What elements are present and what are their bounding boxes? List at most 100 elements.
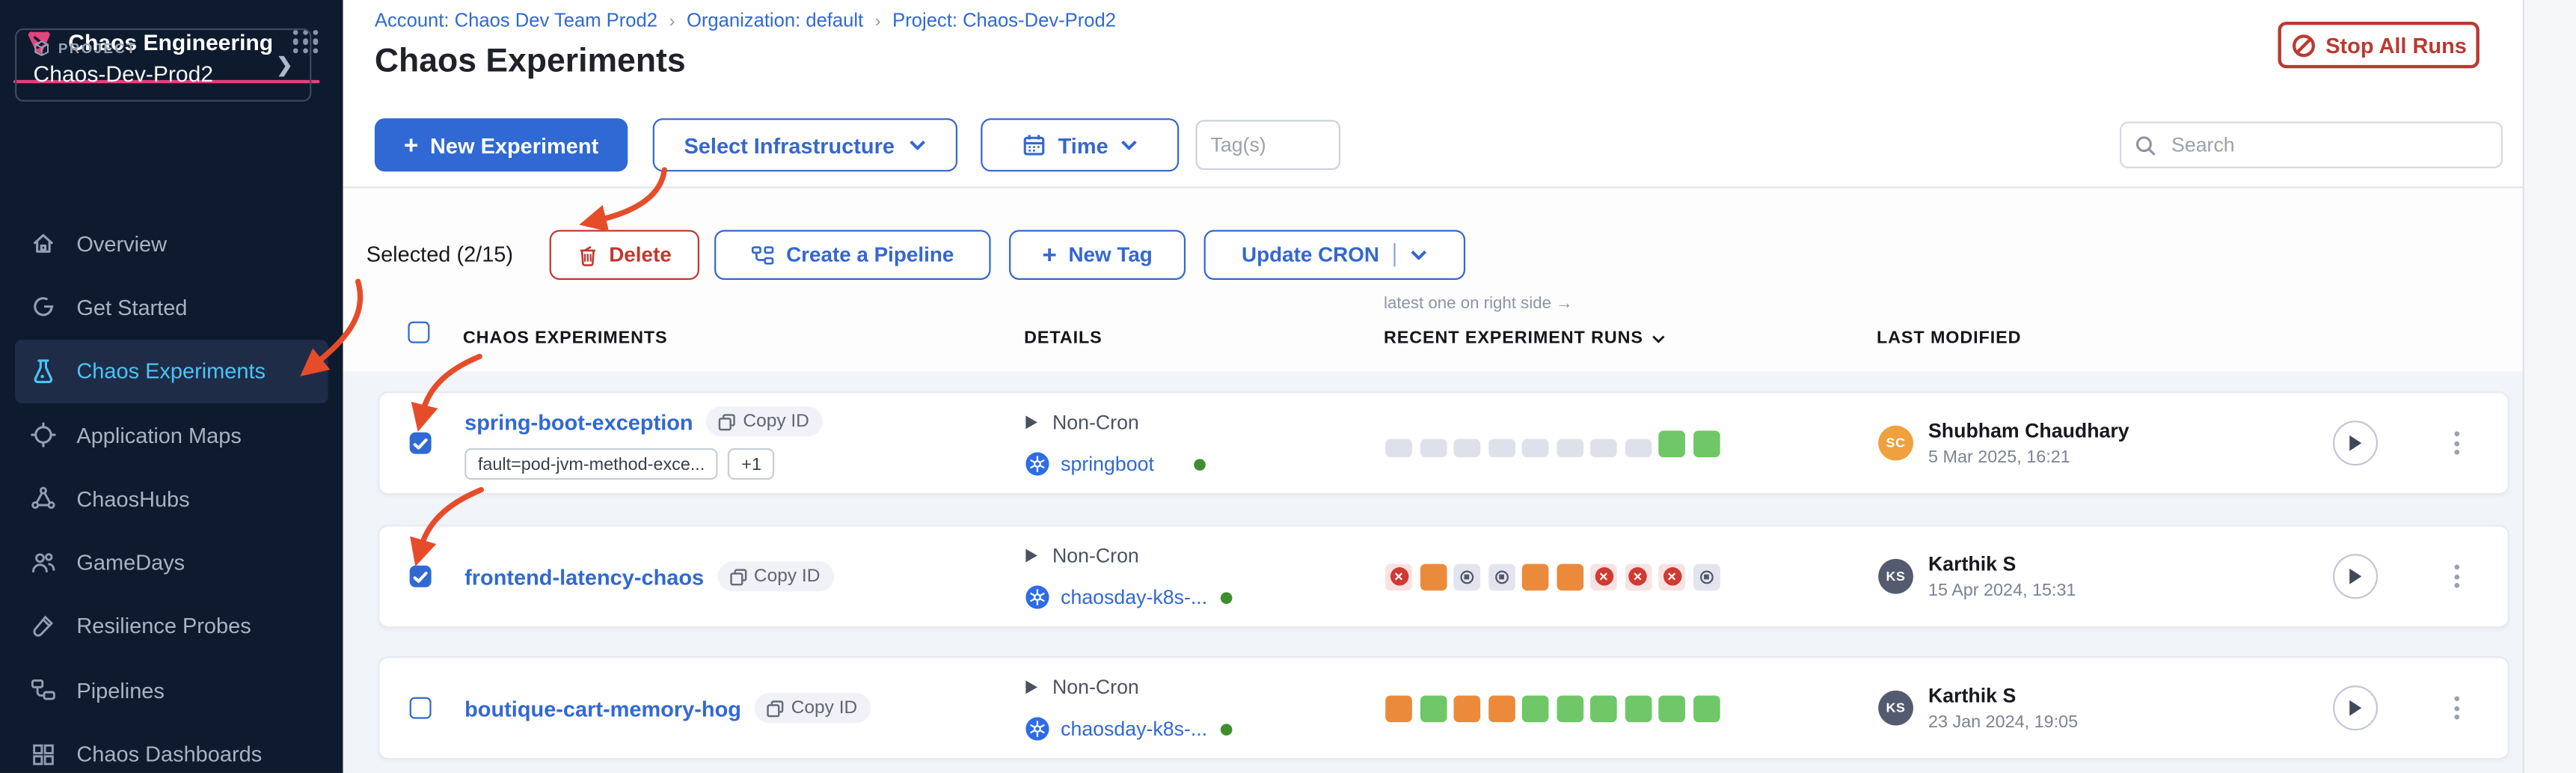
run-indicator-stopped[interactable] <box>1453 563 1481 591</box>
cron-status[interactable]: Non-Cron <box>1025 676 1232 699</box>
fault-tag[interactable]: fault=pod-jvm-method-exce... <box>464 447 719 480</box>
avatar: KS <box>1878 690 1913 726</box>
experiment-name-link[interactable]: boutique-cart-memory-hog <box>464 695 741 721</box>
run-indicator-failed[interactable] <box>1624 563 1652 591</box>
breadcrumb-project[interactable]: Project: Chaos-Dev-Prod2 <box>892 11 1116 32</box>
sidebar-item-application-maps[interactable]: Application Maps <box>0 403 343 467</box>
new-tag-button[interactable]: + New Tag <box>1009 230 1186 281</box>
experiment-name-link[interactable]: spring-boot-exception <box>464 409 693 434</box>
row-menu-button[interactable] <box>2448 558 2466 595</box>
sidebar: Chaos Engineering PROJECT Chaos-Dev-Prod… <box>0 0 343 773</box>
row-menu-button[interactable] <box>2448 424 2466 461</box>
sidebar-item-overview[interactable]: Overview <box>0 212 343 275</box>
run-indicator-gray[interactable] <box>1521 439 1549 458</box>
new-experiment-button[interactable]: + New Experiment <box>374 118 628 172</box>
run-indicator-green[interactable] <box>1658 430 1685 458</box>
run-indicator-gray[interactable] <box>1488 439 1515 458</box>
run-indicator-failed[interactable] <box>1385 563 1412 591</box>
column-header-experiments[interactable]: CHAOS EXPERIMENTS <box>462 328 668 349</box>
copy-id-button[interactable]: Copy ID <box>754 693 871 724</box>
recent-runs-strip[interactable] <box>1385 429 1720 458</box>
experiment-row[interactable]: boutique-cart-memory-hog Copy ID Non-Cro… <box>378 656 2509 760</box>
run-indicator-green[interactable] <box>1658 694 1685 723</box>
run-indicator-gray[interactable] <box>1624 439 1652 458</box>
infrastructure-link[interactable]: chaosday-k8s-... <box>1061 717 1208 741</box>
breadcrumb-organization[interactable]: Organization: default <box>686 11 864 32</box>
run-indicator-green[interactable] <box>1692 694 1720 723</box>
scrollbar-gutter[interactable] <box>2522 0 2576 773</box>
time-filter-dropdown[interactable]: Time <box>981 118 1180 172</box>
run-indicator-stopped[interactable] <box>1692 563 1720 591</box>
run-indicator-orange[interactable] <box>1521 563 1549 591</box>
run-indicator-green[interactable] <box>1521 694 1549 723</box>
run-indicator-green[interactable] <box>1692 430 1720 458</box>
infrastructure-link[interactable]: springboot <box>1061 452 1154 476</box>
update-cron-button[interactable]: Update CRON <box>1203 230 1466 281</box>
cron-status[interactable]: Non-Cron <box>1025 544 1232 567</box>
experiment-row[interactable]: frontend-latency-chaos Copy ID Non-Cron … <box>378 525 2509 629</box>
sidebar-item-resilience-probes[interactable]: Resilience Probes <box>0 594 343 658</box>
recent-runs-strip[interactable] <box>1385 562 1720 591</box>
recent-runs-strip[interactable] <box>1385 694 1720 723</box>
select-all-checkbox[interactable] <box>408 321 430 343</box>
row-checkbox[interactable] <box>409 565 432 587</box>
breadcrumb-account[interactable]: Account: Chaos Dev Team Prod2 <box>374 11 657 32</box>
run-indicator-gray[interactable] <box>1556 439 1583 458</box>
run-indicator-gray[interactable] <box>1453 439 1481 458</box>
more-tags-badge[interactable]: +1 <box>728 447 775 480</box>
experiment-name-link[interactable]: frontend-latency-chaos <box>464 563 705 589</box>
tags-input[interactable] <box>1195 120 1341 171</box>
run-indicator-green[interactable] <box>1624 694 1652 723</box>
sidebar-item-chaos-dashboards[interactable]: Chaos Dashboards <box>0 722 343 773</box>
run-indicator-orange[interactable] <box>1488 694 1515 723</box>
row-checkbox[interactable] <box>409 697 432 719</box>
run-indicator-green[interactable] <box>1590 694 1617 723</box>
infrastructure-link[interactable]: chaosday-k8s-... <box>1061 585 1208 609</box>
run-indicator-green[interactable] <box>1419 694 1447 723</box>
run-indicator-green[interactable] <box>1556 694 1583 723</box>
plus-icon: + <box>1042 240 1057 269</box>
run-indicator-failed[interactable] <box>1658 563 1685 591</box>
run-indicator-stopped[interactable] <box>1488 563 1515 591</box>
run-indicator-orange[interactable] <box>1453 694 1481 723</box>
plus-icon: + <box>403 130 419 159</box>
sidebar-item-chaoshubs[interactable]: ChaosHubs <box>0 467 343 531</box>
modified-date: 23 Jan 2024, 19:05 <box>1928 712 2079 733</box>
experiment-name-block: boutique-cart-memory-hog Copy ID <box>464 693 871 724</box>
cron-status[interactable]: Non-Cron <box>1025 411 1206 434</box>
run-experiment-button[interactable] <box>2332 685 2379 731</box>
sidebar-item-chaos-experiments[interactable]: Chaos Experiments <box>15 339 328 403</box>
copy-id-button[interactable]: Copy ID <box>717 561 834 592</box>
details-cell: Non-Cron chaosday-k8s-... <box>1025 676 1233 741</box>
run-indicator-gray[interactable] <box>1590 439 1617 458</box>
play-icon <box>2348 567 2363 585</box>
run-indicator-gray[interactable] <box>1385 439 1412 458</box>
create-pipeline-button[interactable]: Create a Pipeline <box>714 230 991 281</box>
runs-order-note: latest one on right side → <box>1384 295 1573 314</box>
search-input[interactable] <box>2168 131 2488 159</box>
run-experiment-button[interactable] <box>2332 421 2379 466</box>
get-started-icon <box>30 294 57 321</box>
copy-id-button[interactable]: Copy ID <box>706 406 823 437</box>
run-indicator-gray[interactable] <box>1419 439 1447 458</box>
run-experiment-button[interactable] <box>2332 554 2379 599</box>
run-indicator-orange[interactable] <box>1419 563 1447 591</box>
sidebar-item-pipelines[interactable]: Pipelines <box>0 659 343 722</box>
delete-button[interactable]: Delete <box>549 230 700 281</box>
row-checkbox[interactable] <box>409 432 432 454</box>
sidebar-item-gamedays[interactable]: GameDays <box>0 531 343 594</box>
modified-date: 15 Apr 2024, 15:31 <box>1928 580 2076 601</box>
run-indicator-failed[interactable] <box>1590 563 1617 591</box>
run-indicator-orange[interactable] <box>1385 694 1412 723</box>
column-header-runs[interactable]: RECENT EXPERIMENT RUNS <box>1384 329 1665 348</box>
row-menu-button[interactable] <box>2448 689 2466 726</box>
experiment-row[interactable]: spring-boot-exception Copy ID fault=pod-… <box>378 391 2509 495</box>
project-selector[interactable]: PROJECT Chaos-Dev-Prod2 ❯ <box>15 28 312 102</box>
chevron-down-icon <box>910 140 926 150</box>
run-indicator-orange[interactable] <box>1556 563 1583 591</box>
sidebar-item-get-started[interactable]: Get Started <box>0 275 343 339</box>
module-header[interactable]: Chaos Engineering <box>0 0 343 84</box>
avatar: SC <box>1878 425 1913 461</box>
stop-all-runs-button[interactable]: Stop All Runs <box>2278 21 2480 69</box>
select-infrastructure-dropdown[interactable]: Select Infrastructure <box>652 118 958 172</box>
